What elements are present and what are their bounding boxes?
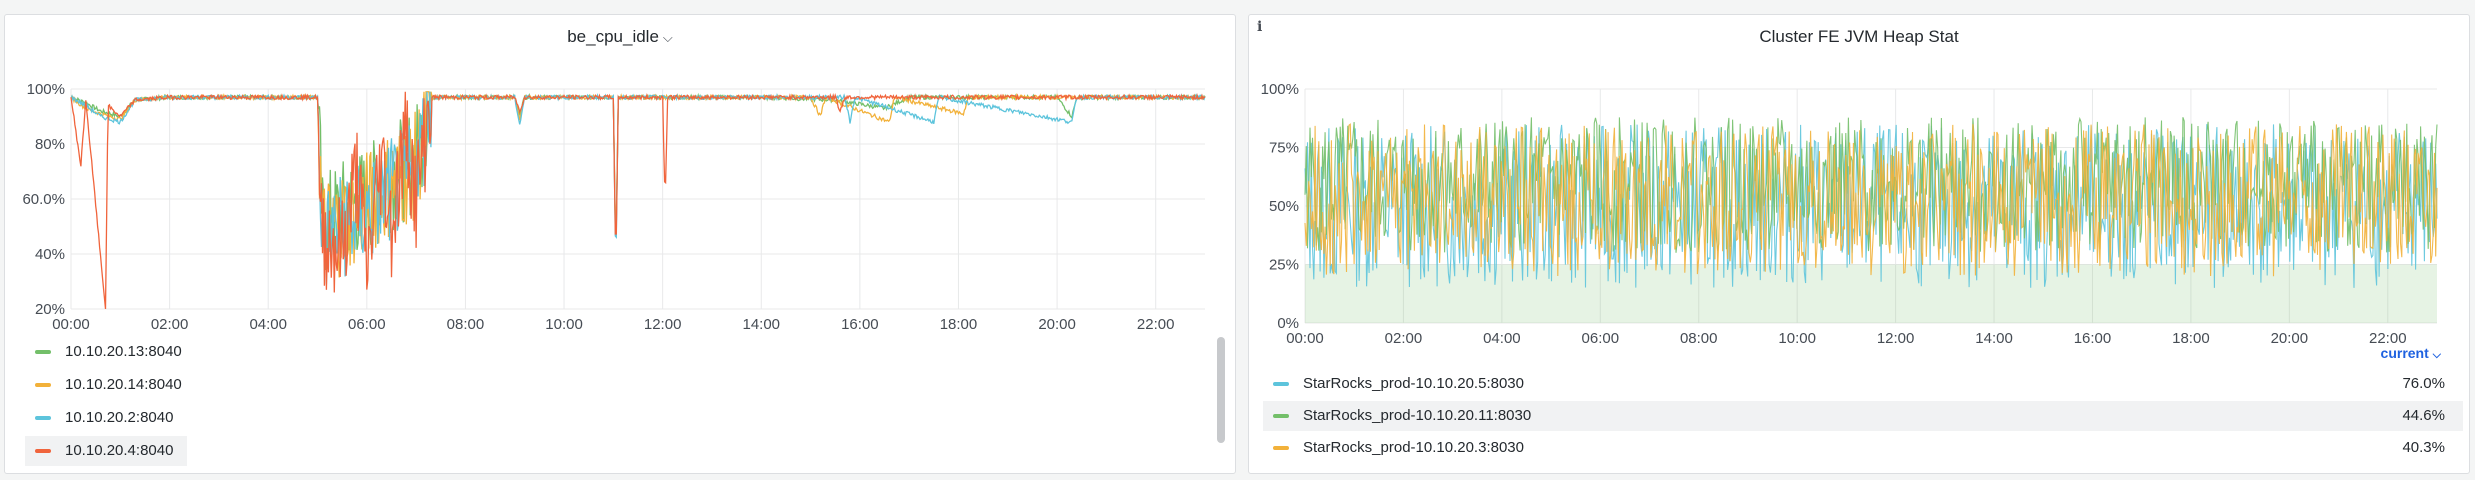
x-tick-label: 08:00 xyxy=(447,316,485,333)
y-tick-label: 75% xyxy=(1269,140,1299,157)
panel-jvm-heap: i Cluster FE JVM Heap Stat 0% 25% 50% 75% 10… xyxy=(1248,14,2470,474)
x-tick-label: 04:00 xyxy=(249,316,287,333)
panel-be-cpu-idle: be_cpu_idle ⌵ 20% 40% 60.0% 80% 100% 00:00 02:0… xyxy=(4,14,1236,474)
x-tick-label: 18:00 xyxy=(2172,330,2210,347)
y-tick-label: 100% xyxy=(27,81,65,98)
x-tick-label: 04:00 xyxy=(1483,330,1521,347)
y-tick-label: 25% xyxy=(1269,257,1299,274)
legend-item[interactable]: StarRocks_prod-10.10.20.3:8030 40.3% xyxy=(1263,433,2463,463)
x-tick-label: 06:00 xyxy=(348,316,386,333)
x-tick-label: 06:00 xyxy=(1582,330,1620,347)
y-tick-label: 100% xyxy=(1261,81,1299,98)
x-tick-label: 14:00 xyxy=(1975,330,2013,347)
legend-item[interactable]: StarRocks_prod-10.10.20.11:8030 44.6% xyxy=(1263,401,2463,431)
x-tick-label: 20:00 xyxy=(2271,330,2309,347)
legend-swatch xyxy=(1273,446,1289,451)
chevron-down-icon[interactable]: ⌵ xyxy=(662,30,673,45)
legend-swatch xyxy=(35,449,51,454)
legend-swatch xyxy=(1273,382,1289,387)
series-line xyxy=(70,91,1206,271)
x-tick-label: 22:00 xyxy=(1137,316,1175,333)
panel-title[interactable]: be_cpu_idle ⌵ xyxy=(5,25,1235,49)
legend-item[interactable]: 10.10.20.14:8040 xyxy=(25,370,196,400)
chevron-down-icon[interactable]: ⌵ xyxy=(2432,349,2441,361)
panel-title-text[interactable]: be_cpu_idle xyxy=(567,27,659,46)
x-tick-label: 10:00 xyxy=(545,316,583,333)
series-line xyxy=(70,91,1206,278)
x-tick-label: 08:00 xyxy=(1680,330,1718,347)
x-tick-label: 02:00 xyxy=(1385,330,1423,347)
legend-value: 76.0% xyxy=(2402,375,2445,392)
x-tick-label: 00:00 xyxy=(52,316,90,333)
y-tick-label: 20% xyxy=(35,301,65,318)
series-line xyxy=(70,91,1206,285)
x-tick-label: 02:00 xyxy=(151,316,189,333)
series-line xyxy=(1304,123,2438,277)
panel-title-text[interactable]: Cluster FE JVM Heap Stat xyxy=(1759,27,1959,46)
x-tick-label: 16:00 xyxy=(2074,330,2112,347)
legend-value: 40.3% xyxy=(2402,439,2445,456)
legend-item[interactable]: StarRocks_prod-10.10.20.5:8030 76.0% xyxy=(1263,369,2463,399)
jvm-heap-chart: 0% 25% 50% 75% 100% 00:00 02:00 04:00 06:00 08:00… xyxy=(1261,81,2438,347)
legend-label: StarRocks_prod-10.10.20.3:8030 xyxy=(1303,439,1524,456)
legend-value: 44.6% xyxy=(2402,407,2445,424)
cpu-idle-chart: 20% 40% 60.0% 80% 100% 00:00 02:00 04:00 06:00 08… xyxy=(22,81,1206,333)
legend-scrollbar[interactable] xyxy=(1217,337,1225,443)
legend-swatch xyxy=(35,383,51,388)
legend-swatch xyxy=(35,416,51,421)
sort-label[interactable]: current xyxy=(2380,345,2429,361)
panel-title[interactable]: Cluster FE JVM Heap Stat xyxy=(1249,25,2469,49)
info-icon[interactable]: i xyxy=(1257,19,1263,35)
y-tick-label: 80% xyxy=(35,136,65,153)
series-line xyxy=(70,91,1206,310)
grid xyxy=(70,88,1205,310)
x-tick-label: 18:00 xyxy=(940,316,978,333)
legend-sort-current[interactable]: current ⌵ xyxy=(2381,345,2441,362)
legend-label: 10.10.20.4:8040 xyxy=(65,442,174,459)
legend-item[interactable]: 10.10.20.13:8040 xyxy=(25,337,196,367)
y-tick-label: 50% xyxy=(1269,198,1299,215)
x-tick-label: 16:00 xyxy=(841,316,879,333)
legend-label: 10.10.20.14:8040 xyxy=(65,376,182,393)
y-tick-label: 0% xyxy=(1277,315,1299,332)
legend-label: StarRocks_prod-10.10.20.5:8030 xyxy=(1303,375,1524,392)
legend-item[interactable]: 10.10.20.2:8040 xyxy=(25,403,187,433)
x-tick-label: 20:00 xyxy=(1038,316,1076,333)
x-tick-label: 12:00 xyxy=(1877,330,1915,347)
x-tick-label: 14:00 xyxy=(742,316,780,333)
x-tick-label: 10:00 xyxy=(1778,330,1816,347)
y-tick-label: 60.0% xyxy=(22,191,65,208)
legend-label: StarRocks_prod-10.10.20.11:8030 xyxy=(1303,407,1532,424)
legend-swatch xyxy=(1273,414,1289,419)
legend-swatch xyxy=(35,350,51,355)
legend-label: 10.10.20.2:8040 xyxy=(65,409,174,426)
x-tick-label: 00:00 xyxy=(1286,330,1324,347)
y-tick-label: 40% xyxy=(35,246,65,263)
x-tick-label: 22:00 xyxy=(2369,330,2407,347)
x-tick-label: 12:00 xyxy=(644,316,682,333)
legend-item[interactable]: 10.10.20.4:8040 xyxy=(25,436,188,466)
legend-label: 10.10.20.13:8040 xyxy=(65,343,182,360)
